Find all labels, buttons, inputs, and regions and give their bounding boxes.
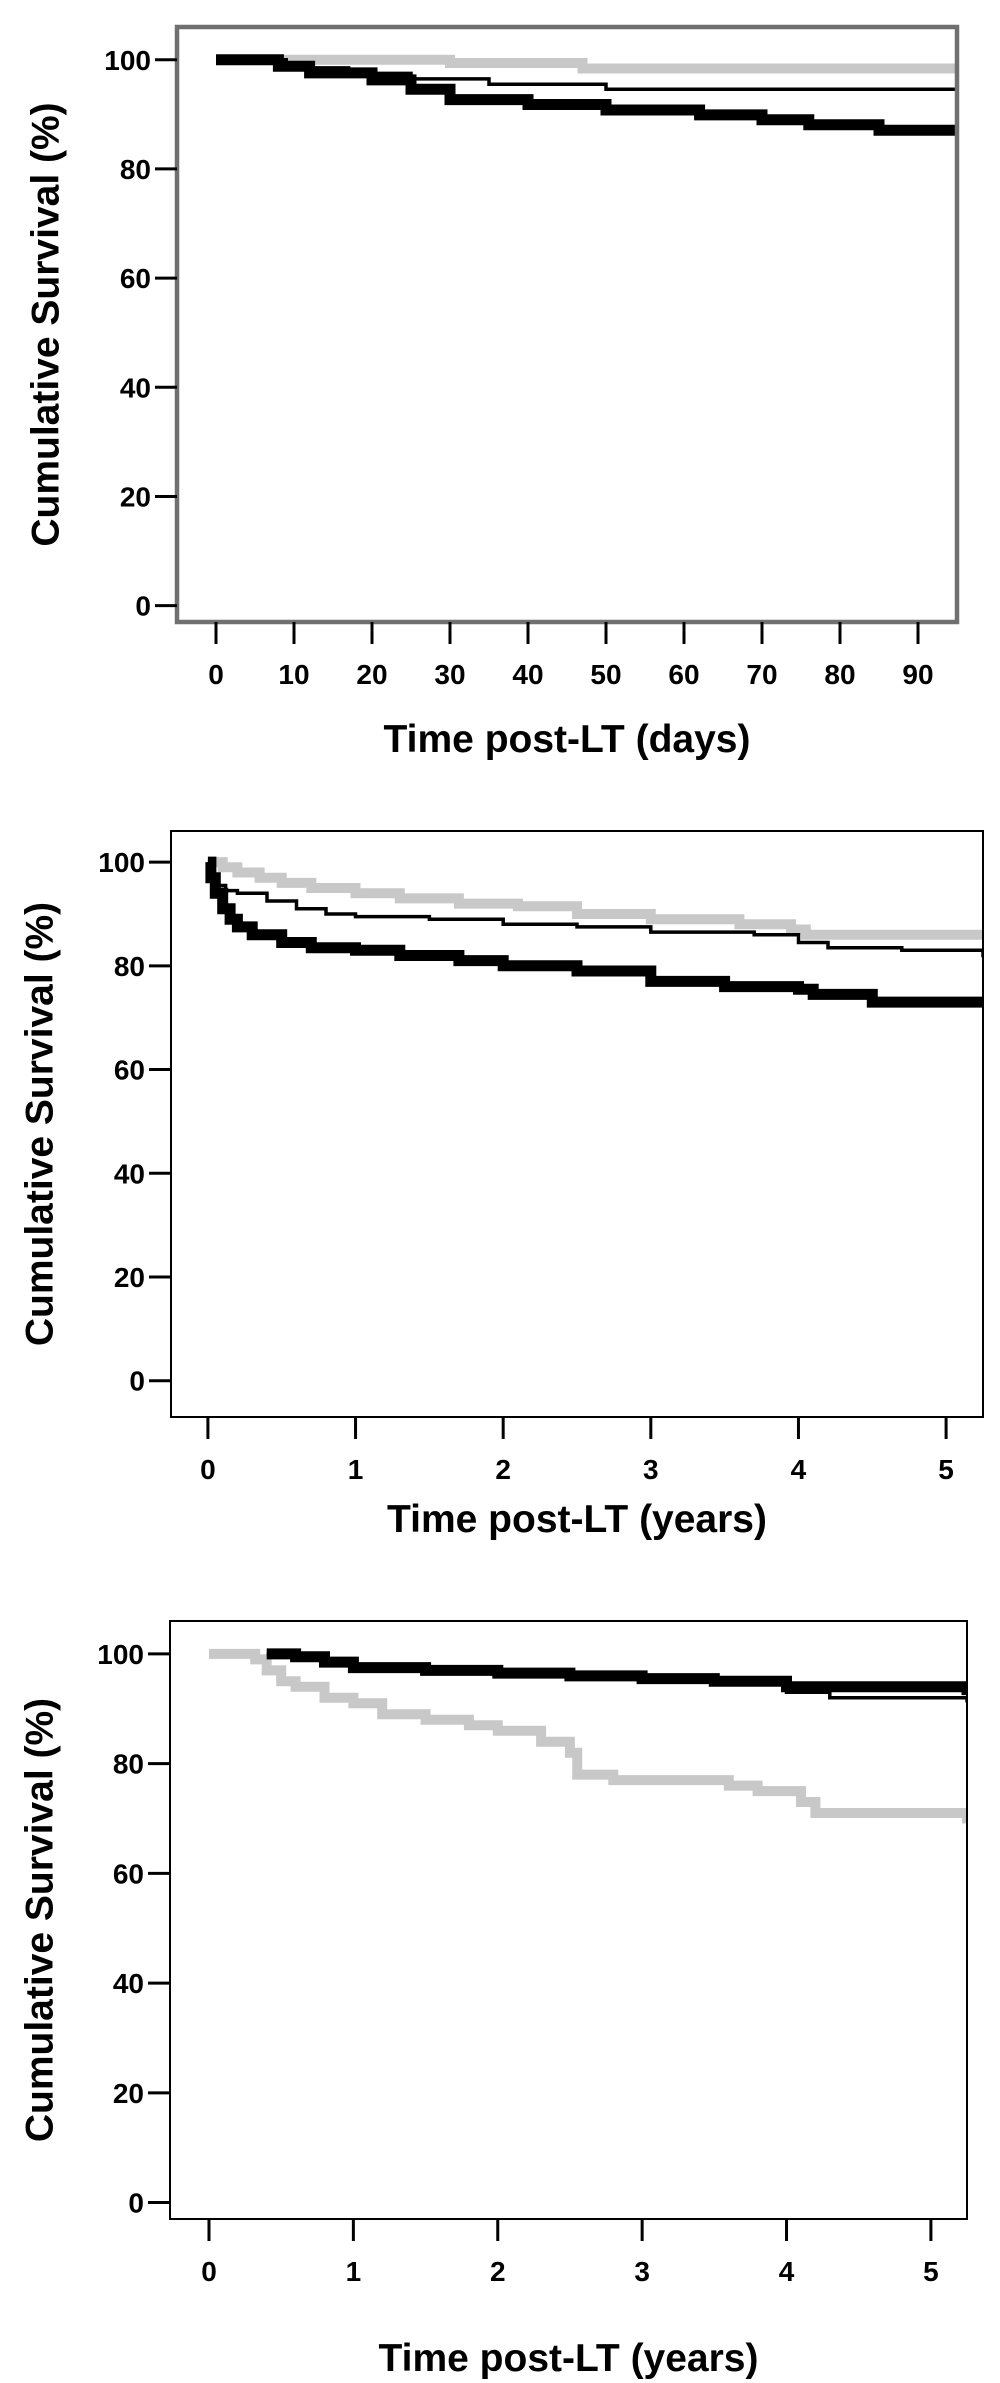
x-axis-title: Time post-LT (days) [384, 718, 751, 761]
y-tick-label: 80 [120, 154, 151, 185]
plot-frame [169, 1620, 968, 2220]
x-tick-label: 0 [201, 2256, 217, 2287]
y-tick-label: 40 [114, 1158, 145, 1189]
x-tick-label: 1 [346, 2256, 362, 2287]
x-tick-label: 3 [634, 2256, 650, 2287]
curves [209, 1648, 967, 1824]
x-tick-label: 50 [590, 659, 621, 690]
y-tick-label: 0 [135, 591, 151, 622]
x-tick-label: 40 [512, 659, 543, 690]
y-tick-label: 60 [114, 1055, 145, 1086]
x-tick-label: 10 [278, 659, 309, 690]
x-tick-label: 0 [200, 1454, 216, 1485]
chart-3: 0 20 40 60 80 100 0 1 2 3 4 5 Time post-LT (years) Cu… [18, 1620, 968, 2380]
x-tick-label: 20 [356, 659, 387, 690]
series-line-1 [216, 54, 957, 74]
y-tick-label: 20 [113, 2078, 144, 2109]
curves [205, 856, 983, 1008]
y-tick-label: 40 [113, 1968, 144, 1999]
y-tick-label: 80 [113, 1749, 144, 1780]
x-axis-title: Time post-LT (years) [379, 2337, 759, 2380]
y-tick-label: 20 [114, 1262, 145, 1293]
series-line-3 [205, 856, 983, 1008]
x-tick-label: 70 [746, 659, 777, 690]
x-tick-label: 2 [495, 1454, 511, 1485]
x-tick-label: 30 [434, 659, 465, 690]
y-axis-title: Cumulative Survival (%) [18, 1698, 61, 2142]
x-tick-label: 4 [791, 1454, 807, 1485]
y-tick-label: 0 [129, 1366, 145, 1397]
x-tick-label: 60 [668, 659, 699, 690]
x-tick-label: 90 [902, 659, 933, 690]
plot-frame [174, 24, 960, 625]
x-axis-title: Time post-LT (years) [387, 1498, 767, 1541]
x-tick-label: 3 [643, 1454, 659, 1485]
y-axis-title: Cumulative Survival (%) [24, 102, 67, 546]
chart-2: 0 20 40 60 80 100 0 1 2 3 4 5 Time post-LT (years) Cu… [18, 830, 984, 1541]
series-line-3 [266, 1648, 967, 1696]
series-line-1 [209, 1648, 967, 1824]
y-tick-label: 100 [97, 1639, 144, 1670]
chart-1: 0 20 40 60 80 100 0 10 20 30 40 50 60 70 80 90 Time post… [24, 24, 960, 761]
y-tick-label: 60 [120, 263, 151, 294]
x-tick-label: 2 [490, 2256, 506, 2287]
y-tick-label: 100 [104, 45, 151, 76]
y-tick-label: 100 [98, 847, 145, 878]
y-tick-label: 60 [113, 1858, 144, 1889]
y-tick-label: 20 [120, 481, 151, 512]
y-tick-label: 40 [120, 372, 151, 403]
x-tick-label: 80 [824, 659, 855, 690]
series-line-3 [216, 54, 957, 136]
x-tick-label: 0 [208, 659, 224, 690]
curves [216, 54, 957, 136]
x-tick-label: 5 [923, 2256, 939, 2287]
y-tick-label: 80 [114, 951, 145, 982]
series-line-1 [207, 857, 983, 940]
plot-frame [170, 830, 984, 1418]
y-axis-title: Cumulative Survival (%) [18, 902, 61, 1346]
x-tick-label: 4 [779, 2256, 795, 2287]
y-tick-label: 0 [128, 2188, 144, 2219]
series-line-2 [207, 860, 983, 958]
x-tick-label: 5 [938, 1454, 954, 1485]
x-tick-label: 1 [348, 1454, 364, 1485]
